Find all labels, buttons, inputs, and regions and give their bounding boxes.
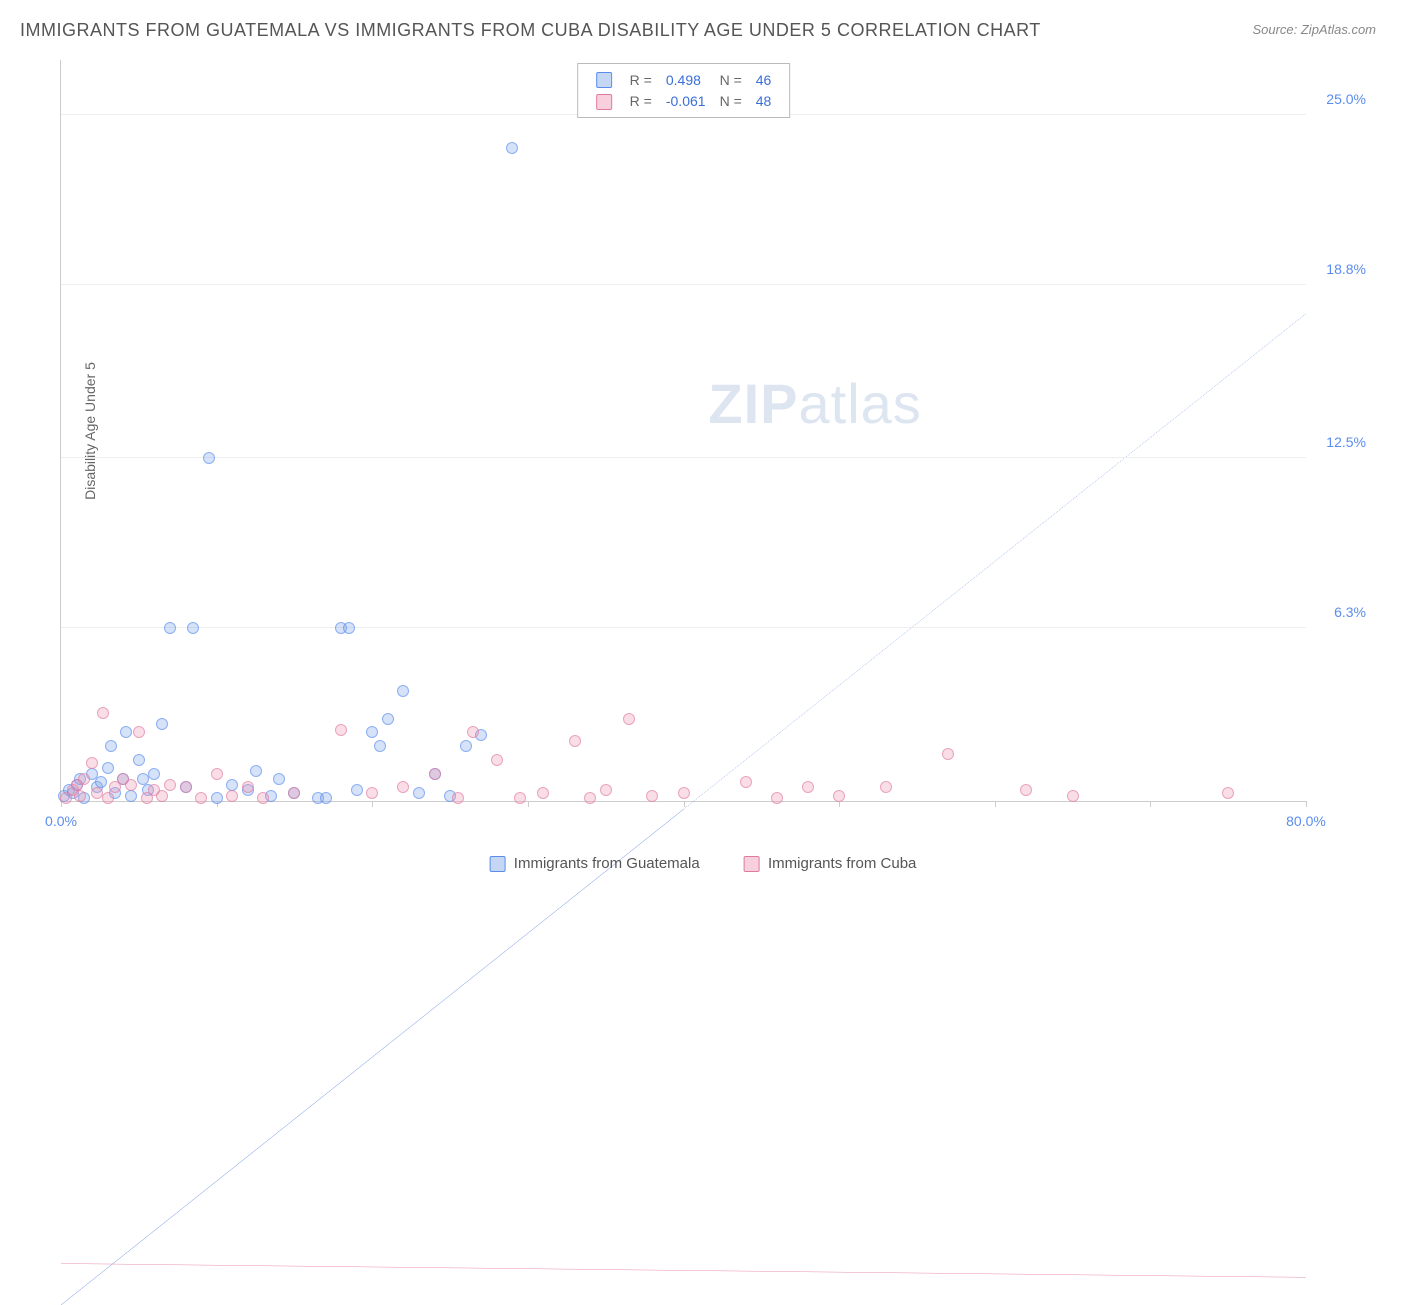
r-value-b: -0.061	[660, 91, 712, 110]
data-point	[467, 726, 479, 738]
data-point	[102, 792, 114, 804]
y-tick-label: 18.8%	[1326, 261, 1366, 277]
x-tick-label: 0.0%	[45, 813, 77, 829]
data-point	[120, 726, 132, 738]
data-point	[491, 754, 503, 766]
gridline	[61, 457, 1306, 458]
data-point	[125, 790, 137, 802]
data-point	[1067, 790, 1079, 802]
data-point	[1020, 784, 1032, 796]
data-point	[374, 740, 386, 752]
data-point	[211, 792, 223, 804]
gridline	[61, 284, 1306, 285]
x-tick	[839, 801, 840, 807]
data-point	[242, 781, 254, 793]
y-tick-label: 25.0%	[1326, 91, 1366, 107]
x-tick-label: 80.0%	[1286, 813, 1326, 829]
data-point	[343, 622, 355, 634]
data-point	[164, 779, 176, 791]
data-point	[646, 790, 658, 802]
data-point	[156, 790, 168, 802]
data-point	[802, 781, 814, 793]
data-point	[397, 685, 409, 697]
data-point	[514, 792, 526, 804]
y-tick-label: 6.3%	[1334, 604, 1366, 620]
legend-label-a: Immigrants from Guatemala	[514, 855, 700, 872]
legend-swatch-b2	[744, 856, 760, 872]
chart-title: IMMIGRANTS FROM GUATEMALA VS IMMIGRANTS …	[20, 20, 1041, 41]
data-point	[335, 724, 347, 736]
data-point	[569, 735, 581, 747]
r-value-a: 0.498	[660, 70, 712, 89]
data-point	[105, 740, 117, 752]
data-point	[226, 790, 238, 802]
data-point	[78, 773, 90, 785]
data-point	[351, 784, 363, 796]
data-point	[600, 784, 612, 796]
x-tick	[684, 801, 685, 807]
data-point	[250, 765, 262, 777]
x-tick	[528, 801, 529, 807]
x-tick	[995, 801, 996, 807]
data-point	[678, 787, 690, 799]
data-point	[164, 622, 176, 634]
data-point	[452, 792, 464, 804]
data-point	[623, 713, 635, 725]
watermark: ZIPatlas	[708, 371, 921, 436]
data-point	[413, 787, 425, 799]
data-point	[211, 768, 223, 780]
data-point	[740, 776, 752, 788]
data-point	[460, 740, 472, 752]
x-tick	[372, 801, 373, 807]
gridline	[61, 627, 1306, 628]
data-point	[397, 781, 409, 793]
data-point	[133, 754, 145, 766]
data-point	[102, 762, 114, 774]
chart-area: R = 0.498 N = 46 R = -0.061 N = 48 ZIPat…	[60, 60, 1376, 832]
data-point	[97, 707, 109, 719]
data-point	[320, 792, 332, 804]
data-point	[382, 713, 394, 725]
x-tick	[1150, 801, 1151, 807]
data-point	[833, 790, 845, 802]
legend-correlation: R = 0.498 N = 46 R = -0.061 N = 48	[577, 63, 791, 118]
legend-series: Immigrants from Guatemala Immigrants fro…	[470, 855, 937, 872]
data-point	[584, 792, 596, 804]
data-point	[273, 773, 285, 785]
data-point	[156, 718, 168, 730]
data-point	[180, 781, 192, 793]
data-point	[429, 768, 441, 780]
data-point	[86, 757, 98, 769]
data-point	[125, 779, 137, 791]
data-point	[257, 792, 269, 804]
data-point	[942, 748, 954, 760]
legend-swatch-a	[596, 72, 612, 88]
data-point	[880, 781, 892, 793]
data-point	[195, 792, 207, 804]
legend-label-b: Immigrants from Cuba	[768, 855, 916, 872]
y-tick-label: 12.5%	[1326, 434, 1366, 450]
data-point	[366, 787, 378, 799]
data-point	[203, 452, 215, 464]
source-label: Source: ZipAtlas.com	[1252, 22, 1376, 37]
data-point	[148, 768, 160, 780]
x-tick	[1306, 801, 1307, 807]
data-point	[506, 142, 518, 154]
data-point	[133, 726, 145, 738]
data-point	[366, 726, 378, 738]
data-point	[537, 787, 549, 799]
data-point	[288, 787, 300, 799]
data-point	[1222, 787, 1234, 799]
n-value-a: 46	[750, 70, 778, 89]
legend-swatch-a2	[490, 856, 506, 872]
trend-lines	[61, 60, 1306, 1305]
y-axis-label: Disability Age Under 5	[82, 362, 98, 500]
n-value-b: 48	[750, 91, 778, 110]
plot-region: R = 0.498 N = 46 R = -0.061 N = 48 ZIPat…	[60, 60, 1306, 802]
legend-swatch-b	[596, 94, 612, 110]
data-point	[74, 790, 86, 802]
data-point	[771, 792, 783, 804]
data-point	[187, 622, 199, 634]
